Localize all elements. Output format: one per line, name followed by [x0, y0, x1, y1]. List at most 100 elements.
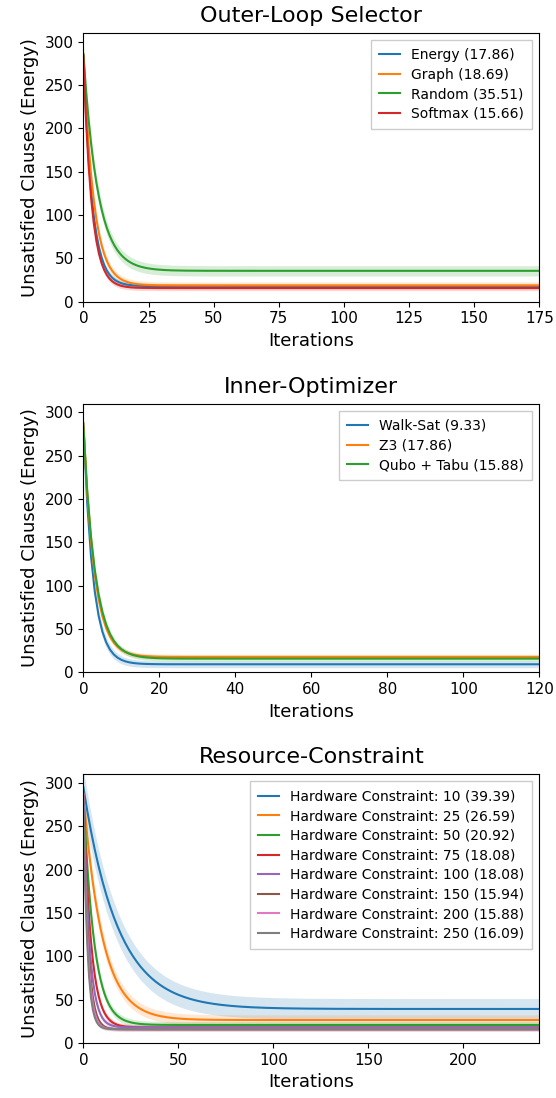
Hardware Constraint: 250 (16.09): (194, 16.1): 250 (16.09): (194, 16.1) [449, 1022, 455, 1035]
Hardware Constraint: 250 (16.09): (240, 16.1): 250 (16.09): (240, 16.1) [536, 1022, 543, 1035]
Qubo + Tabu (15.88) [274, 652, 280, 665]
Energy (17.86) [231, 280, 238, 293]
Hardware Constraint: 100 (18.08): (238, 18.1): 100 (18.08): (238, 18.1) [532, 1021, 539, 1034]
Qubo + Tabu (15.88) [126, 647, 132, 660]
Hardware Constraint: 25 (26.59): (240, 26.6): 25 (26.59): (240, 26.6) [536, 1013, 543, 1027]
Random (35.51) [119, 249, 126, 262]
Energy (17.86) [80, 48, 87, 61]
Line: Z3 (17.86): Z3 (17.86) [83, 424, 539, 657]
Qubo + Tabu (15.88) [388, 652, 395, 665]
Graph (18.69) [536, 279, 543, 292]
Softmax (15.66) [536, 281, 543, 294]
Hardware Constraint: 50 (20.92): (220, 20.9): 50 (20.92): (220, 20.9) [498, 1018, 505, 1031]
Hardware Constraint: 50 (20.92): (193, 20.9): 50 (20.92): (193, 20.9) [446, 1018, 453, 1031]
Hardware Constraint: 10 (39.39): (177, 39.4): 10 (39.39): (177, 39.4) [416, 1002, 423, 1016]
Graph (18.69) [80, 48, 87, 61]
Hardware Constraint: 200 (15.88): (194, 15.9): 200 (15.88): (194, 15.9) [449, 1022, 455, 1035]
Energy (17.86) [424, 280, 431, 293]
Legend: Walk-Sat (9.33), Z3 (17.86), Qubo + Tabu (15.88): Walk-Sat (9.33), Z3 (17.86), Qubo + Tabu… [339, 411, 533, 481]
Z3 (17.86) [80, 417, 87, 430]
Legend: Hardware Constraint: 10 (39.39), Hardware Constraint: 25 (26.59), Hardware Const: Hardware Constraint: 10 (39.39), Hardwar… [250, 782, 533, 949]
Hardware Constraint: 100 (18.08): (0, 287): 100 (18.08): (0, 287) [80, 787, 87, 800]
Hardware Constraint: 10 (39.39): (0, 295): 10 (39.39): (0, 295) [80, 781, 87, 794]
Line: Walk-Sat (9.33): Walk-Sat (9.33) [83, 424, 539, 664]
Line: Energy (17.86): Energy (17.86) [83, 55, 539, 287]
Hardware Constraint: 200 (15.88): (92, 15.9): 200 (15.88): (92, 15.9) [255, 1022, 261, 1035]
Hardware Constraint: 250 (16.09): (27, 16.1): 250 (16.09): (27, 16.1) [131, 1022, 138, 1035]
Walk-Sat (9.33) [80, 417, 87, 430]
Hardware Constraint: 10 (39.39): (27, 97.3): 10 (39.39): (27, 97.3) [131, 952, 138, 965]
Hardware Constraint: 50 (20.92): (137, 20.9): 50 (20.92): (137, 20.9) [340, 1018, 347, 1031]
Hardware Constraint: 200 (15.88): (0, 287): 200 (15.88): (0, 287) [80, 787, 87, 800]
Qubo + Tabu (15.88) [505, 652, 512, 665]
Hardware Constraint: 25 (26.59): (27, 44.1): 25 (26.59): (27, 44.1) [131, 998, 138, 1011]
Z3 (17.86) [536, 650, 543, 663]
Hardware Constraint: 200 (15.88): (138, 15.9): 200 (15.88): (138, 15.9) [342, 1022, 349, 1035]
Walk-Sat (9.33) [388, 658, 395, 671]
Hardware Constraint: 10 (39.39): (237, 39.4): 10 (39.39): (237, 39.4) [530, 1002, 537, 1016]
Random (35.51) [338, 265, 345, 278]
Hardware Constraint: 200 (15.88): (90, 15.9): 200 (15.88): (90, 15.9) [251, 1022, 257, 1035]
Hardware Constraint: 50 (20.92): (238, 20.9): 50 (20.92): (238, 20.9) [532, 1018, 539, 1031]
Walk-Sat (9.33) [274, 658, 280, 671]
Hardware Constraint: 75 (18.08): (238, 18.1): 75 (18.08): (238, 18.1) [532, 1021, 539, 1034]
Hardware Constraint: 10 (39.39): (137, 39.5): 10 (39.39): (137, 39.5) [340, 1002, 347, 1016]
Graph (18.69) [101, 247, 107, 260]
Energy (17.86) [338, 280, 345, 293]
Line: Hardware Constraint: 10 (39.39): Hardware Constraint: 10 (39.39) [83, 787, 539, 1009]
Hardware Constraint: 75 (18.08): (0, 287): 75 (18.08): (0, 287) [80, 787, 87, 800]
Energy (17.86) [101, 258, 107, 271]
Energy (17.86) [156, 280, 162, 293]
Softmax (15.66) [338, 281, 345, 294]
Random (35.51) [101, 213, 107, 226]
Hardware Constraint: 25 (26.59): (0, 287): 25 (26.59): (0, 287) [80, 787, 87, 800]
Hardware Constraint: 100 (18.08): (27, 18.1): 100 (18.08): (27, 18.1) [131, 1021, 138, 1034]
Hardware Constraint: 250 (16.09): (138, 16.1): 250 (16.09): (138, 16.1) [342, 1022, 349, 1035]
Softmax (15.66) [231, 281, 238, 294]
Line: Random (35.51): Random (35.51) [83, 55, 539, 271]
Hardware Constraint: 25 (26.59): (91, 26.6): 25 (26.59): (91, 26.6) [253, 1013, 260, 1027]
Hardware Constraint: 50 (20.92): (177, 20.9): 50 (20.92): (177, 20.9) [416, 1018, 423, 1031]
Random (35.51) [231, 265, 238, 278]
Softmax (15.66) [507, 281, 514, 294]
Hardware Constraint: 25 (26.59): (137, 26.6): 25 (26.59): (137, 26.6) [340, 1013, 347, 1027]
Hardware Constraint: 150 (15.94): (91, 15.9): 150 (15.94): (91, 15.9) [253, 1022, 260, 1035]
Energy (17.86) [536, 280, 543, 293]
Hardware Constraint: 75 (18.08): (159, 18.1): 75 (18.08): (159, 18.1) [382, 1021, 389, 1034]
Hardware Constraint: 200 (15.88): (27, 15.9): 200 (15.88): (27, 15.9) [131, 1022, 138, 1035]
Softmax (15.66) [119, 280, 126, 293]
Z3 (17.86) [186, 650, 193, 663]
Softmax (15.66) [156, 281, 162, 294]
Graph (18.69) [494, 279, 501, 292]
Walk-Sat (9.33) [464, 658, 470, 671]
Line: Hardware Constraint: 150 (15.94): Hardware Constraint: 150 (15.94) [83, 794, 539, 1029]
Graph (18.69) [156, 279, 162, 292]
Hardware Constraint: 150 (15.94): (101, 15.9): 150 (15.94): (101, 15.9) [272, 1022, 279, 1035]
Qubo + Tabu (15.88) [365, 652, 371, 665]
X-axis label: Iterations: Iterations [269, 703, 354, 720]
Walk-Sat (9.33) [365, 658, 371, 671]
Line: Graph (18.69): Graph (18.69) [83, 55, 539, 285]
Walk-Sat (9.33) [126, 656, 132, 669]
Hardware Constraint: 150 (15.94): (138, 15.9): 150 (15.94): (138, 15.9) [342, 1022, 349, 1035]
Hardware Constraint: 150 (15.94): (27, 15.9): 150 (15.94): (27, 15.9) [131, 1022, 138, 1035]
Walk-Sat (9.33) [186, 658, 193, 671]
Hardware Constraint: 25 (26.59): (237, 26.6): 25 (26.59): (237, 26.6) [530, 1013, 537, 1027]
Hardware Constraint: 75 (18.08): (194, 18.1): 75 (18.08): (194, 18.1) [449, 1021, 455, 1034]
Line: Softmax (15.66): Softmax (15.66) [83, 56, 539, 288]
Hardware Constraint: 10 (39.39): (240, 39.4): 10 (39.39): (240, 39.4) [536, 1002, 543, 1016]
Hardware Constraint: 200 (15.88): (178, 15.9): 200 (15.88): (178, 15.9) [418, 1022, 425, 1035]
Y-axis label: Unsatisfied Clauses (Energy): Unsatisfied Clauses (Energy) [21, 37, 39, 296]
Hardware Constraint: 150 (15.94): (194, 15.9): 150 (15.94): (194, 15.9) [449, 1022, 455, 1035]
Hardware Constraint: 75 (18.08): (137, 18.1): 75 (18.08): (137, 18.1) [340, 1021, 347, 1034]
Z3 (17.86) [365, 650, 371, 663]
Z3 (17.86) [513, 650, 520, 663]
Z3 (17.86) [274, 650, 280, 663]
Legend: Energy (17.86), Graph (18.69), Random (35.51), Softmax (15.66): Energy (17.86), Graph (18.69), Random (3… [371, 40, 533, 130]
Hardware Constraint: 50 (20.92): (27, 23): 50 (20.92): (27, 23) [131, 1017, 138, 1030]
Z3 (17.86) [505, 650, 512, 663]
Hardware Constraint: 75 (18.08): (178, 18.1): 75 (18.08): (178, 18.1) [418, 1021, 425, 1034]
Line: Hardware Constraint: 25 (26.59): Hardware Constraint: 25 (26.59) [83, 794, 539, 1020]
Graph (18.69) [507, 279, 514, 292]
Hardware Constraint: 200 (15.88): (240, 15.9): 200 (15.88): (240, 15.9) [536, 1022, 543, 1035]
